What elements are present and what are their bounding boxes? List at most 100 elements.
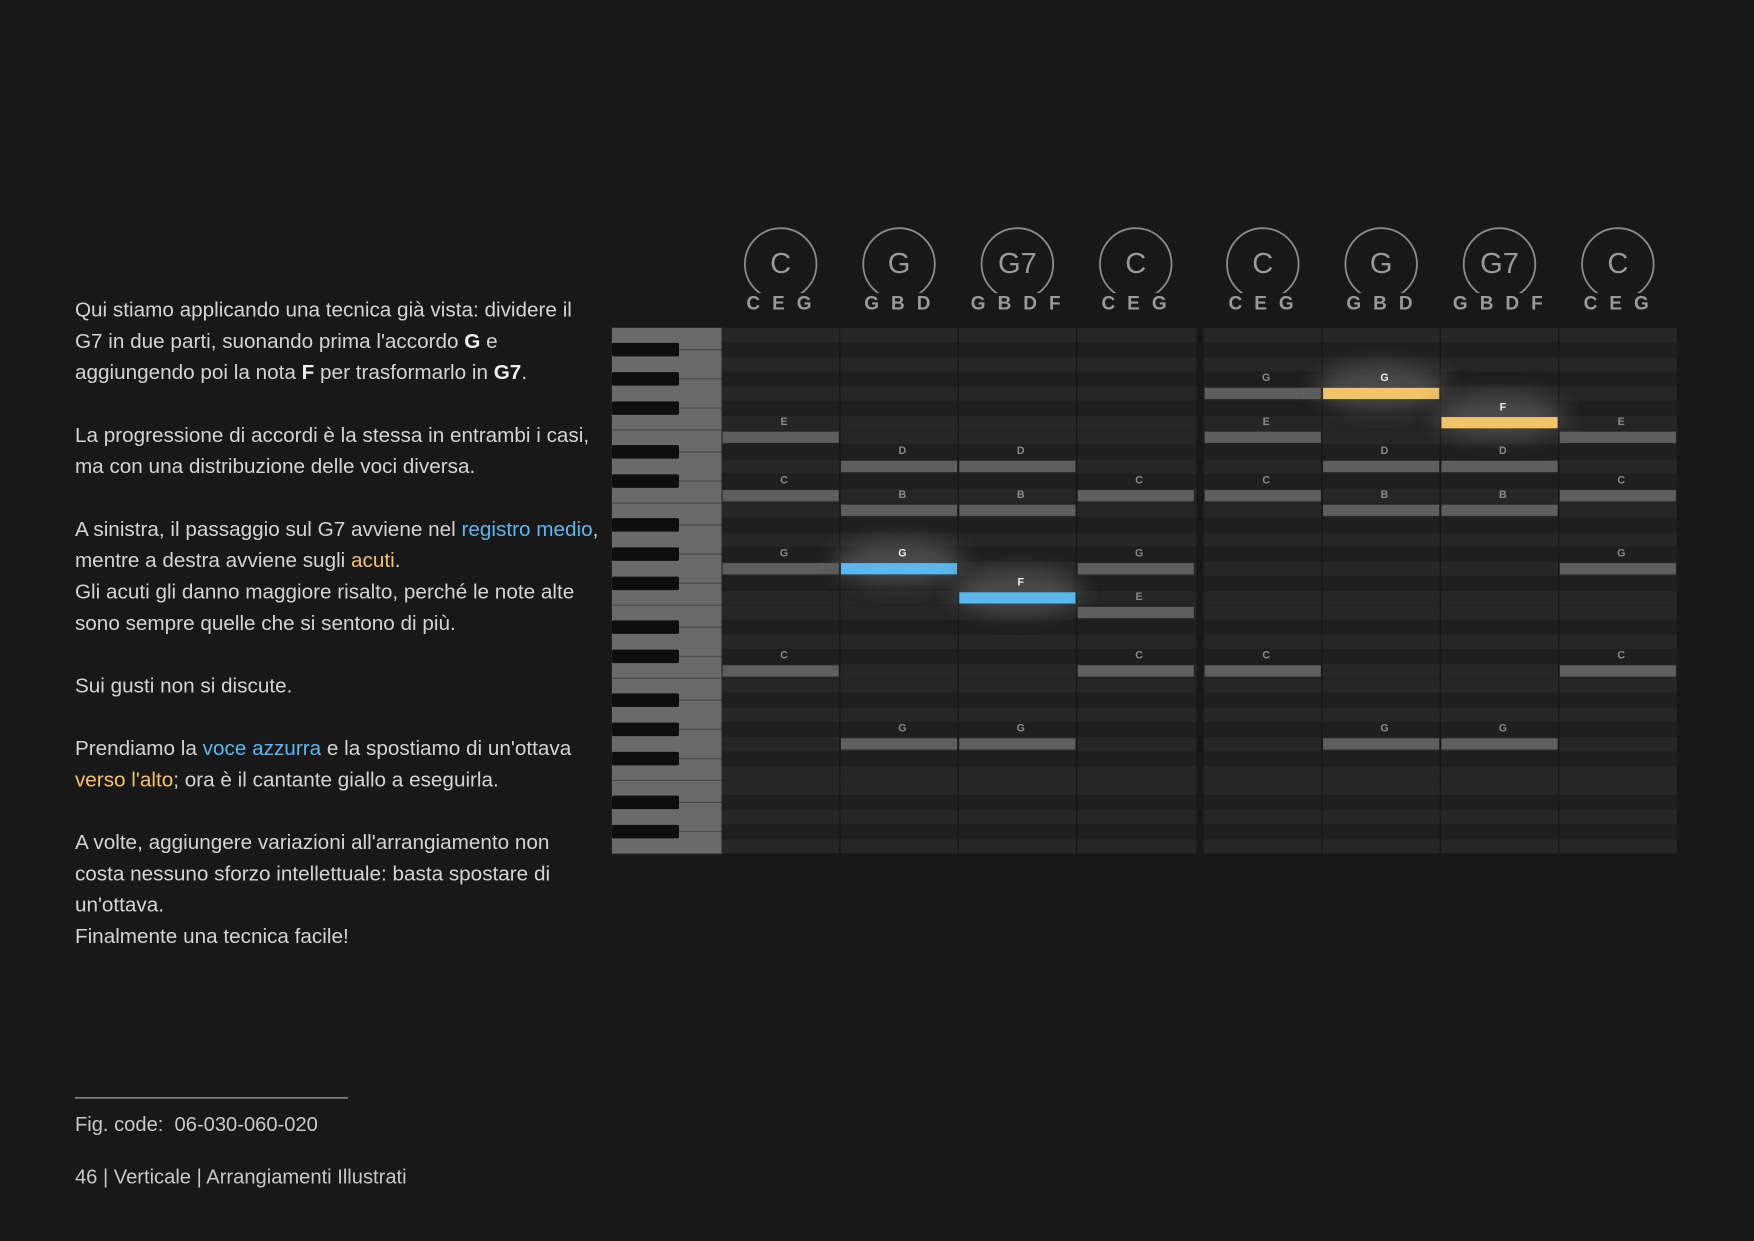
text-span: e la spostiamo di un'ottava xyxy=(321,736,577,760)
black-key xyxy=(611,620,680,634)
chord-notes: C E G xyxy=(1229,293,1298,314)
text-span: Finalmente una tecnica facile! xyxy=(74,923,349,948)
note-label: F xyxy=(1017,577,1024,589)
text-line: Sui gusti non si discute. xyxy=(75,670,599,701)
note-label: C xyxy=(1262,474,1270,486)
paragraph: Prendiamo la voce azzurra e la spostiamo… xyxy=(75,733,599,796)
paragraph: La progressione di accordi è la stessa i… xyxy=(75,419,599,482)
chord-name: C xyxy=(1125,248,1146,280)
chord-notes: G B D F xyxy=(1453,293,1546,314)
text-line: A sinistra, il passaggio sul G7 avviene … xyxy=(75,513,599,576)
black-key xyxy=(611,795,680,810)
note-bar xyxy=(1441,460,1558,473)
fig-code: Fig. code: 06-030-060-020 xyxy=(74,1113,318,1136)
glow xyxy=(1434,393,1565,439)
black-key xyxy=(611,518,680,532)
note-bar xyxy=(722,490,839,502)
note-label: C xyxy=(1135,650,1143,662)
note-label: G xyxy=(1499,723,1507,735)
text-span: Qui stiamo applicando una tecnica già vi… xyxy=(74,297,578,353)
black-key xyxy=(611,722,680,737)
text-span: A volte, aggiungere variazioni all'arran… xyxy=(74,830,556,917)
note-label: C xyxy=(1617,650,1625,662)
text-span: , mentre a destra avviene sugli xyxy=(74,516,605,572)
black-key xyxy=(611,445,680,459)
note-label: B xyxy=(1499,489,1507,501)
note-bar xyxy=(1204,665,1321,677)
note-label: G xyxy=(1380,372,1388,384)
chord-name: G7 xyxy=(1480,248,1519,280)
black-key xyxy=(611,547,680,561)
glow xyxy=(952,568,1083,614)
note-bar xyxy=(959,738,1076,750)
black-key xyxy=(611,824,680,839)
note-bar xyxy=(840,460,958,473)
note-label: D xyxy=(1499,445,1507,457)
note-label: C xyxy=(780,474,788,486)
note-bar xyxy=(1323,504,1440,516)
chord-notes: C E G xyxy=(746,293,815,314)
note-label: G xyxy=(1017,723,1025,735)
text-span: per trasformarlo in xyxy=(314,360,494,384)
text-span: e aggiungendo poi la nota xyxy=(74,328,504,384)
note-bar xyxy=(1204,431,1321,443)
black-key xyxy=(611,474,680,488)
chord-mask xyxy=(735,293,826,314)
note-label: C xyxy=(1617,474,1625,486)
note-bar xyxy=(1441,738,1558,750)
chord-mask xyxy=(1218,293,1308,314)
note-bar xyxy=(1204,387,1321,400)
chord-notes: G B D F xyxy=(971,293,1064,314)
note-label: G xyxy=(1262,372,1270,384)
note-bar xyxy=(840,738,958,750)
paragraph: Qui stiamo applicando una tecnica già vi… xyxy=(75,294,599,388)
text-span: Sui gusti non si discute. xyxy=(74,673,293,697)
footer-rule xyxy=(74,1097,348,1099)
note-bar xyxy=(959,592,1076,604)
chord-mask xyxy=(1454,293,1545,314)
note-bar xyxy=(1559,665,1676,677)
black-key xyxy=(611,342,680,357)
chord-name: G7 xyxy=(998,248,1037,280)
page-footer: 46 | Verticale | Arrangiamenti Illustrat… xyxy=(74,1165,407,1188)
text-line: A volte, aggiungere variazioni all'arran… xyxy=(75,827,599,921)
note-label: E xyxy=(1263,416,1270,428)
note-label: D xyxy=(899,445,907,457)
chord-name: G xyxy=(888,248,911,280)
note-label: F xyxy=(1500,401,1507,413)
text-span: F xyxy=(301,360,315,384)
text-span: . xyxy=(521,360,528,384)
note-label: C xyxy=(780,650,788,662)
note-bar xyxy=(1077,490,1194,502)
chord-name: C xyxy=(1607,248,1628,280)
text-span: voce azzurra xyxy=(202,736,322,760)
note-label: D xyxy=(1017,445,1025,457)
text-line: Prendiamo la voce azzurra e la spostiamo… xyxy=(75,733,599,796)
note-bar xyxy=(722,431,839,443)
note-label: G xyxy=(898,547,906,559)
text-span: G7 xyxy=(493,360,522,384)
note-bar xyxy=(1559,490,1676,502)
text-span: . xyxy=(394,548,401,572)
text-span: ; ora è il cantante giallo a eseguirla. xyxy=(173,767,499,791)
note-bar xyxy=(959,460,1076,473)
chord-notes: C E G xyxy=(1101,293,1170,314)
note-label: C xyxy=(1135,474,1143,486)
paragraph: Sui gusti non si discute. xyxy=(75,670,599,701)
note-label: E xyxy=(1618,416,1625,428)
body-text: Qui stiamo applicando una tecnica già vi… xyxy=(75,294,599,983)
note-label: C xyxy=(1262,650,1270,662)
text-span: A sinistra, il passaggio sul G7 avviene … xyxy=(74,516,462,541)
note-label: B xyxy=(1381,489,1389,501)
note-bar xyxy=(959,504,1076,516)
note-bar xyxy=(722,563,839,575)
note-label: G xyxy=(1380,723,1388,735)
text-line: Finalmente una tecnica facile! xyxy=(75,921,599,952)
note-label: G xyxy=(780,547,788,559)
text-span: verso l'alto xyxy=(74,767,174,791)
note-bar xyxy=(1323,387,1440,400)
note-bar xyxy=(1323,460,1440,473)
group-gap xyxy=(1196,327,1204,854)
